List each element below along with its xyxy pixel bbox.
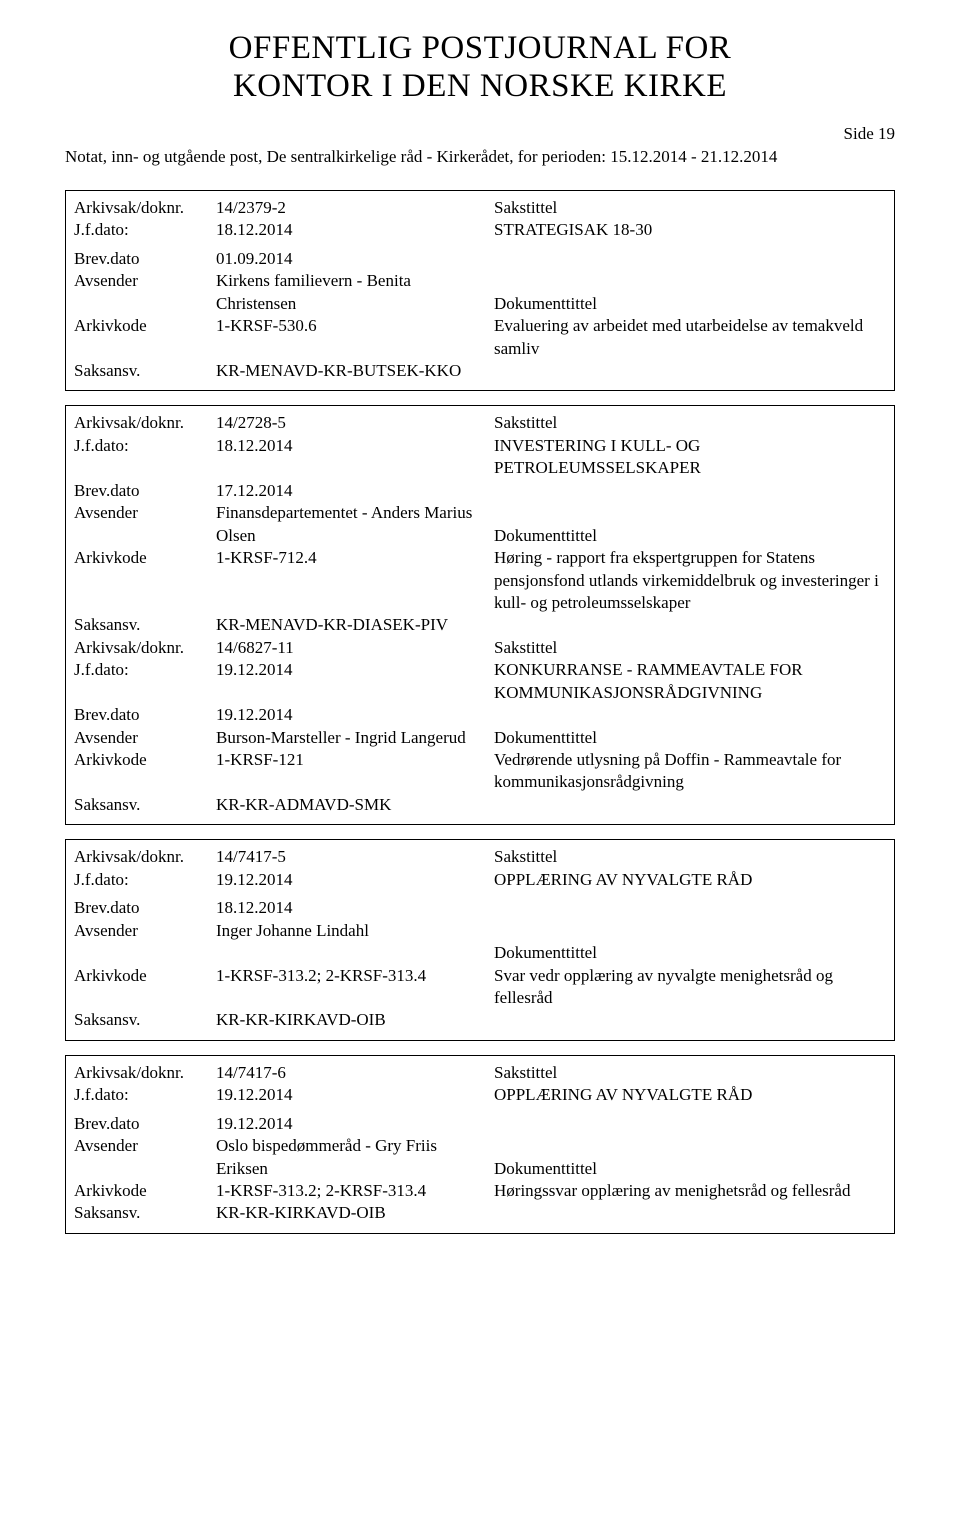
value-doktittel: Vedrørende utlysning på Doffin - Rammeav… <box>494 749 886 794</box>
label-brevdato: Brev.dato <box>74 248 216 270</box>
value-doktittel: Høringssvar opplæring av menighetsråd og… <box>494 1180 886 1202</box>
label-saksansv: Saksansv. <box>74 794 216 816</box>
value-arkivsak: 14/2728-5 <box>216 412 494 434</box>
value-brevdato: 18.12.2014 <box>216 897 494 919</box>
value-sakstittel: KONKURRANSE - RAMMEAVTALE FOR KOMMUNIKAS… <box>494 659 886 704</box>
label-jfdato: J.f.dato: <box>74 869 216 891</box>
value-arkivkode: 1-KRSF-313.2; 2-KRSF-313.4 <box>216 965 494 1010</box>
value-avsender: Kirkens familievern - Benita Christensen <box>216 270 494 315</box>
label-saksansv: Saksansv. <box>74 1202 216 1224</box>
value-arkivsak: 14/7417-6 <box>216 1062 494 1084</box>
value-brevdato: 01.09.2014 <box>216 248 494 270</box>
label-saksansv: Saksansv. <box>74 614 216 636</box>
label-doktittel: Dokumenttittel <box>494 727 886 749</box>
value-brevdato: 19.12.2014 <box>216 1113 494 1135</box>
label-doktittel: Dokumenttittel <box>494 1158 886 1180</box>
value-sakstittel: STRATEGISAK 18-30 <box>494 219 886 241</box>
label-brevdato: Brev.dato <box>74 1113 216 1135</box>
value-jfdato: 19.12.2014 <box>216 1084 494 1106</box>
value-brevdato: 19.12.2014 <box>216 704 494 726</box>
label-arkivsak: Arkivsak/doknr. <box>74 412 216 434</box>
value-brevdato: 17.12.2014 <box>216 480 494 502</box>
label-saksansv: Saksansv. <box>74 1009 216 1031</box>
record: Arkivsak/doknr. 14/2728-5 Sakstittel J.f… <box>65 405 895 825</box>
label-arkivkode: Arkivkode <box>74 315 216 360</box>
page-title: OFFENTLIG POSTJOURNAL FOR KONTOR I DEN N… <box>65 30 895 106</box>
label-avsender: Avsender <box>74 270 216 315</box>
value-sakstittel: OPPLÆRING AV NYVALGTE RÅD <box>494 1084 886 1106</box>
value-sakstittel: OPPLÆRING AV NYVALGTE RÅD <box>494 869 886 891</box>
label-sakstittel: Sakstittel <box>494 637 886 659</box>
value-jfdato: 19.12.2014 <box>216 869 494 891</box>
label-doktittel: Dokumenttittel <box>494 942 886 964</box>
label-doktittel: Dokumenttittel <box>494 525 886 547</box>
label-arkivsak: Arkivsak/doknr. <box>74 846 216 868</box>
label-arkivsak: Arkivsak/doknr. <box>74 1062 216 1084</box>
label-brevdato: Brev.dato <box>74 480 216 502</box>
label-jfdato: J.f.dato: <box>74 435 216 480</box>
label-arkivkode: Arkivkode <box>74 1180 216 1202</box>
value-doktittel: Høring - rapport fra ekspertgruppen for … <box>494 547 886 614</box>
value-saksansv: KR-MENAVD-KR-DIASEK-PIV <box>216 614 494 636</box>
value-arkivkode: 1-KRSF-712.4 <box>216 547 494 614</box>
label-avsender: Avsender <box>74 727 216 749</box>
label-jfdato: J.f.dato: <box>74 1084 216 1106</box>
label-arkivsak: Arkivsak/doknr. <box>74 637 216 659</box>
value-doktittel: Evaluering av arbeidet med utarbeidelse … <box>494 315 886 360</box>
value-avsender: Burson-Marsteller - Ingrid Langerud <box>216 727 494 749</box>
value-arkivkode: 1-KRSF-121 <box>216 749 494 794</box>
label-arkivkode: Arkivkode <box>74 749 216 794</box>
label-doktittel: Dokumenttittel <box>494 293 886 315</box>
value-jfdato: 18.12.2014 <box>216 219 494 241</box>
value-arkivkode: 1-KRSF-313.2; 2-KRSF-313.4 <box>216 1180 494 1202</box>
value-saksansv: KR-KR-KIRKAVD-OIB <box>216 1009 494 1031</box>
label-avsender: Avsender <box>74 502 216 547</box>
header-period: Notat, inn- og utgående post, De sentral… <box>65 146 895 168</box>
label-arkivkode: Arkivkode <box>74 965 216 1010</box>
label-jfdato: J.f.dato: <box>74 659 216 704</box>
value-saksansv: KR-MENAVD-KR-BUTSEK-KKO <box>216 360 494 382</box>
label-sakstittel: Sakstittel <box>494 1062 886 1084</box>
label-jfdato: J.f.dato: <box>74 219 216 241</box>
value-arkivsak: 14/6827-11 <box>216 637 494 659</box>
label-avsender: Avsender <box>74 1135 216 1180</box>
title-line-1: OFFENTLIG POSTJOURNAL FOR <box>229 30 732 66</box>
label-arkivkode: Arkivkode <box>74 547 216 614</box>
value-jfdato: 19.12.2014 <box>216 659 494 704</box>
value-saksansv: KR-KR-KIRKAVD-OIB <box>216 1202 494 1224</box>
label-sakstittel: Sakstittel <box>494 846 886 868</box>
record: Arkivsak/doknr. 14/7417-6 Sakstittel J.f… <box>65 1055 895 1234</box>
value-saksansv: KR-KR-ADMAVD-SMK <box>216 794 494 816</box>
value-arkivsak: 14/7417-5 <box>216 846 494 868</box>
label-sakstittel: Sakstittel <box>494 412 886 434</box>
value-avsender: Finansdepartementet - Anders Marius Olse… <box>216 502 494 547</box>
value-avsender: Oslo bispedømmeråd - Gry Friis Eriksen <box>216 1135 494 1180</box>
value-arkivsak: 14/2379-2 <box>216 197 494 219</box>
title-line-2: KONTOR I DEN NORSKE KIRKE <box>233 68 727 104</box>
value-sakstittel: INVESTERING I KULL- OG PETROLEUMSSELSKAP… <box>494 435 886 480</box>
record: Arkivsak/doknr. 14/7417-5 Sakstittel J.f… <box>65 839 895 1041</box>
record: Arkivsak/doknr. 14/2379-2 Sakstittel J.f… <box>65 190 895 392</box>
label-brevdato: Brev.dato <box>74 704 216 726</box>
label-arkivsak: Arkivsak/doknr. <box>74 197 216 219</box>
label-saksansv: Saksansv. <box>74 360 216 382</box>
label-avsender: Avsender <box>74 920 216 942</box>
page-number: Side 19 <box>65 124 895 144</box>
value-doktittel: Svar vedr opplæring av nyvalgte menighet… <box>494 965 886 1010</box>
value-arkivkode: 1-KRSF-530.6 <box>216 315 494 360</box>
value-jfdato: 18.12.2014 <box>216 435 494 480</box>
value-avsender: Inger Johanne Lindahl <box>216 920 494 942</box>
label-brevdato: Brev.dato <box>74 897 216 919</box>
label-sakstittel: Sakstittel <box>494 197 886 219</box>
